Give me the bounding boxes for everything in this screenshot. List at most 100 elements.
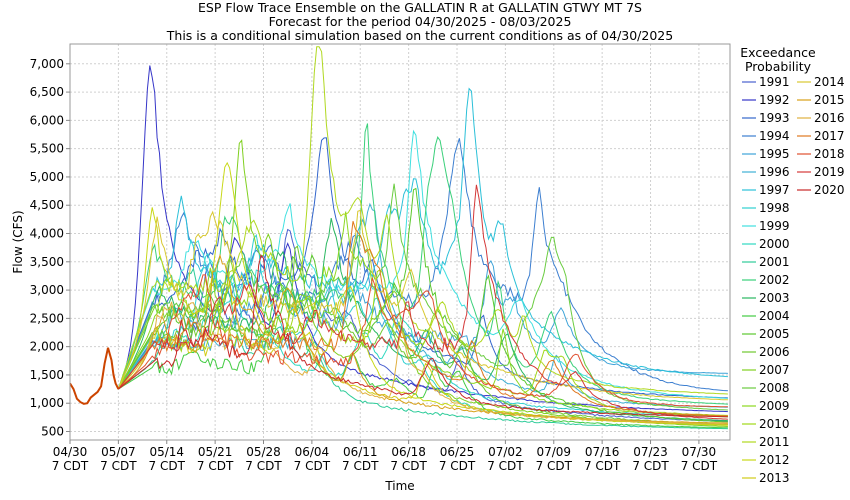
legend-label: 1993 bbox=[759, 111, 790, 125]
legend-label: 2014 bbox=[814, 75, 845, 89]
legend: Exceedance Probability 1991 1992 1993 1994 1… bbox=[740, 45, 844, 485]
legend-label: 2001 bbox=[759, 255, 790, 269]
legend-label: 2010 bbox=[759, 417, 790, 431]
series-line-2015 bbox=[118, 253, 728, 424]
legend-title-probability: Probability bbox=[745, 59, 812, 74]
y-tick-label: 2,000 bbox=[30, 340, 64, 354]
chart-subtitle-period: Forecast for the period 04/30/2025 - 08/… bbox=[269, 14, 572, 29]
series-line-2001 bbox=[118, 267, 728, 430]
y-tick-label: 1,500 bbox=[30, 368, 64, 382]
legend-label: 2017 bbox=[814, 129, 845, 143]
series-line-2016 bbox=[118, 301, 728, 425]
plot-frame bbox=[69, 43, 731, 441]
x-tick-date: 05/07 bbox=[101, 445, 136, 459]
y-tick-label: 5,000 bbox=[30, 170, 64, 184]
legend-label: 1999 bbox=[759, 219, 790, 233]
x-tick-time: 7 CDT bbox=[149, 459, 186, 473]
x-tick-time: 7 CDT bbox=[487, 459, 524, 473]
x-tick-time: 7 CDT bbox=[536, 459, 573, 473]
y-tick-label: 500 bbox=[41, 425, 64, 439]
legend-label: 2015 bbox=[814, 93, 845, 107]
legend-label: 2000 bbox=[759, 237, 790, 251]
y-tick-label: 2,500 bbox=[30, 311, 64, 325]
legend-label: 2012 bbox=[759, 453, 790, 467]
chart-title: ESP Flow Trace Ensemble on the GALLATIN … bbox=[198, 0, 642, 15]
legend-label: 2003 bbox=[759, 291, 790, 305]
x-tick-date: 07/02 bbox=[488, 445, 523, 459]
legend-label: 2005 bbox=[759, 327, 790, 341]
x-tick-date: 06/25 bbox=[440, 445, 475, 459]
y-axis-label: Flow (CFS) bbox=[11, 210, 25, 273]
legend-label: 2020 bbox=[814, 183, 845, 197]
series-line-1993 bbox=[117, 137, 728, 399]
legend-label: 2013 bbox=[759, 471, 790, 485]
legend-label: 2011 bbox=[759, 435, 790, 449]
y-tick-label: 1,000 bbox=[30, 396, 64, 410]
x-tick-date: 07/23 bbox=[633, 445, 668, 459]
x-tick-date: 07/30 bbox=[682, 445, 717, 459]
x-tick-time: 7 CDT bbox=[584, 459, 621, 473]
x-tick-time: 7 CDT bbox=[52, 459, 89, 473]
x-tick-time: 7 CDT bbox=[632, 459, 669, 473]
legend-label: 2016 bbox=[814, 111, 845, 125]
series-line-2017 bbox=[118, 221, 728, 417]
legend-label: 2007 bbox=[759, 363, 790, 377]
x-tick-date: 05/28 bbox=[246, 445, 281, 459]
legend-title-exceedance: Exceedance bbox=[740, 45, 816, 60]
y-tick-label: 6,000 bbox=[30, 113, 64, 127]
legend-label: 2008 bbox=[759, 381, 790, 395]
x-tick-date: 07/16 bbox=[585, 445, 620, 459]
y-tick-label: 3,000 bbox=[30, 283, 64, 297]
x-tick-date: 05/14 bbox=[149, 445, 184, 459]
series-line-1998 bbox=[117, 233, 728, 418]
chart-subtitle-conditions: This is a conditional simulation based o… bbox=[166, 28, 673, 43]
observed-line bbox=[69, 347, 120, 405]
x-tick-date: 05/21 bbox=[198, 445, 233, 459]
series-line-2011 bbox=[117, 46, 728, 395]
x-tick-date: 06/04 bbox=[295, 445, 330, 459]
x-tick-time: 7 CDT bbox=[439, 459, 476, 473]
y-tick-label: 3,500 bbox=[30, 255, 64, 269]
x-axis-label: Time bbox=[384, 479, 414, 493]
series-lines bbox=[117, 46, 728, 430]
x-tick-date: 07/09 bbox=[536, 445, 571, 459]
y-tick-label: 4,000 bbox=[30, 227, 64, 241]
x-tick-time: 7 CDT bbox=[390, 459, 427, 473]
x-tick-date: 06/11 bbox=[343, 445, 378, 459]
y-axis-ticks: 500 1,000 1,500 2,000 2,500 3,000 3,500 4,000 4,… bbox=[30, 57, 70, 439]
x-tick-time: 7 CDT bbox=[342, 459, 379, 473]
series-line-1997 bbox=[117, 87, 728, 390]
y-tick-label: 5,500 bbox=[30, 142, 64, 156]
x-tick-time: 7 CDT bbox=[681, 459, 718, 473]
legend-label: 1997 bbox=[759, 183, 790, 197]
x-tick-time: 7 CDT bbox=[100, 459, 137, 473]
legend-label: 1998 bbox=[759, 201, 790, 215]
x-tick-time: 7 CDT bbox=[197, 459, 234, 473]
x-tick-time: 7 CDT bbox=[294, 459, 331, 473]
x-tick-date: 06/18 bbox=[391, 445, 426, 459]
legend-label: 1992 bbox=[759, 93, 790, 107]
legend-label: 2006 bbox=[759, 345, 790, 359]
legend-label: 1994 bbox=[759, 129, 790, 143]
series-line-2020 bbox=[118, 254, 728, 418]
x-tick-time: 7 CDT bbox=[245, 459, 282, 473]
legend-label: 2009 bbox=[759, 399, 790, 413]
series-line-2004 bbox=[118, 282, 728, 429]
series-line-2014 bbox=[117, 209, 728, 401]
y-tick-label: 7,000 bbox=[30, 57, 64, 71]
legend-label: 2018 bbox=[814, 147, 845, 161]
y-tick-label: 6,500 bbox=[30, 85, 64, 99]
legend-label: 1995 bbox=[759, 147, 790, 161]
legend-label: 1996 bbox=[759, 165, 790, 179]
y-tick-label: 4,500 bbox=[30, 198, 64, 212]
legend-label: 2019 bbox=[814, 165, 845, 179]
series-line-2018 bbox=[118, 274, 728, 408]
observed-flow-line bbox=[69, 347, 120, 405]
series-line-1999 bbox=[117, 129, 728, 399]
legend-label: 2002 bbox=[759, 273, 790, 287]
plot-area bbox=[70, 44, 730, 440]
legend-label: 1991 bbox=[759, 75, 790, 89]
x-tick-date: 04/30 bbox=[53, 445, 88, 459]
